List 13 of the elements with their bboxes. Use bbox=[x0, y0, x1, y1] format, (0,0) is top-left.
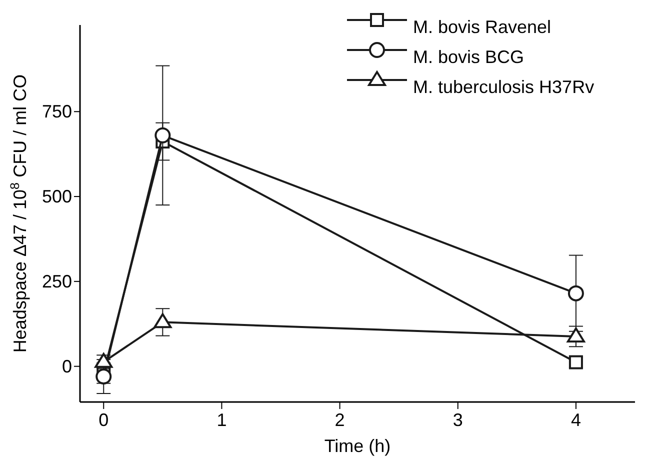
legend-label: M. tuberculosis H37Rv bbox=[413, 77, 594, 97]
y-tick-label: 750 bbox=[42, 102, 72, 122]
x-tick-label: 4 bbox=[570, 410, 581, 430]
x-axis-title: Time (h) bbox=[324, 436, 391, 456]
legend-label: M. bovis BCG bbox=[413, 47, 524, 67]
x-tick-label: 3 bbox=[452, 410, 463, 430]
y-tick-label: 250 bbox=[42, 271, 72, 292]
y-tick-label: 500 bbox=[42, 186, 72, 207]
x-tick-label: 1 bbox=[216, 410, 227, 430]
x-tick-label: 2 bbox=[334, 410, 345, 430]
y-tick-label: 0 bbox=[62, 356, 72, 376]
legend-label: M. bovis Ravenel bbox=[413, 17, 552, 37]
x-tick-label: 0 bbox=[98, 410, 109, 430]
